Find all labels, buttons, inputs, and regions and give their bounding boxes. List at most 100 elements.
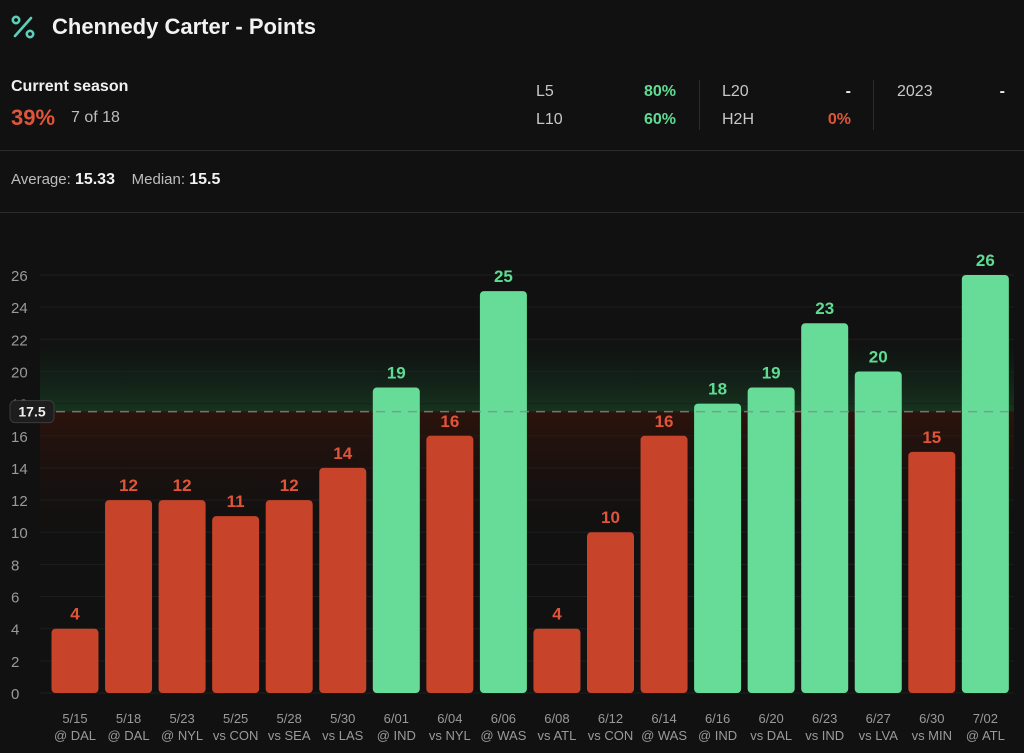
data-label: 19 <box>762 364 781 383</box>
x-tick-date: 6/16 <box>705 711 730 726</box>
points-bar-chart: 0246810121416182022242645/15@ DAL125/18@… <box>9 251 1014 743</box>
x-tick-date: 5/15 <box>62 711 87 726</box>
x-tick-date: 6/14 <box>651 711 676 726</box>
x-tick-opponent: @ IND <box>698 728 737 743</box>
x-tick-opponent: vs DAL <box>750 728 792 743</box>
data-label: 19 <box>387 364 406 383</box>
x-tick-date: 6/20 <box>758 711 783 726</box>
h2h-value: 0% <box>827 111 851 128</box>
season-hit-count: 7 of 18 <box>71 109 120 126</box>
l10-value: 60% <box>643 111 676 128</box>
bar <box>747 387 795 693</box>
x-tick-opponent: @ DAL <box>54 728 96 743</box>
x-tick-date: 5/25 <box>223 711 248 726</box>
season-label: Current season <box>11 78 129 95</box>
x-tick-date: 5/23 <box>169 711 194 726</box>
x-tick-opponent: vs ATL <box>538 728 577 743</box>
average-value: 15.33 <box>74 171 115 188</box>
stats-divider <box>873 80 874 130</box>
summary-line: Average: 15.33 Median: 15.5 <box>11 171 220 189</box>
bar <box>854 371 902 693</box>
x-tick-opponent: vs LAS <box>322 728 364 743</box>
bar <box>212 516 260 693</box>
x-tick-date: 6/27 <box>866 711 891 726</box>
data-label: 20 <box>869 347 888 366</box>
y-tick-label: 24 <box>11 300 28 317</box>
bar <box>426 435 474 693</box>
l10-label: L10 <box>536 111 563 128</box>
y-tick-label: 10 <box>11 525 28 542</box>
bar <box>158 500 206 693</box>
x-tick-opponent: vs LVA <box>859 728 899 743</box>
season-hit-rate: 39% <box>11 105 56 130</box>
x-tick-opponent: vs CON <box>588 728 634 743</box>
bar <box>372 387 420 693</box>
stats-divider <box>699 80 700 130</box>
x-tick-date: 5/28 <box>277 711 302 726</box>
y-tick-label: 22 <box>11 332 28 349</box>
l20-value: - <box>845 83 851 100</box>
y-tick-label: 12 <box>11 493 28 510</box>
median-label: Median: <box>131 171 186 188</box>
x-tick-opponent: vs IND <box>805 728 844 743</box>
year-2023-value: - <box>999 83 1005 100</box>
y-tick-label: 8 <box>11 557 19 574</box>
x-tick-opponent: @ IND <box>377 728 416 743</box>
bar <box>908 451 956 693</box>
x-tick-date: 6/06 <box>491 711 516 726</box>
data-label: 12 <box>119 476 138 495</box>
x-tick-opponent: vs SEA <box>268 728 311 743</box>
bar <box>694 403 742 693</box>
bar <box>105 500 153 693</box>
x-tick-opponent: @ DAL <box>107 728 149 743</box>
bar <box>265 500 313 693</box>
x-tick-date: 6/23 <box>812 711 837 726</box>
average-label: Average: <box>11 171 71 188</box>
y-tick-label: 14 <box>11 461 28 478</box>
x-tick-opponent: vs CON <box>213 728 259 743</box>
l20-label: L20 <box>722 83 749 100</box>
data-label: 12 <box>280 476 299 495</box>
data-label: 11 <box>227 492 245 511</box>
data-label: 15 <box>922 428 941 447</box>
bar <box>640 435 688 693</box>
y-tick-label: 0 <box>11 686 19 703</box>
bar <box>479 291 527 693</box>
bar <box>533 628 581 693</box>
y-tick-label: 16 <box>11 429 28 446</box>
data-label: 14 <box>333 444 352 463</box>
threshold-label: 17.5 <box>18 404 45 420</box>
data-label: 4 <box>70 605 80 624</box>
bar <box>961 275 1009 693</box>
x-tick-opponent: @ WAS <box>641 728 687 743</box>
bar <box>51 628 99 693</box>
x-tick-date: 6/08 <box>544 711 569 726</box>
x-tick-date: 6/04 <box>437 711 462 726</box>
x-tick-date: 6/30 <box>919 711 944 726</box>
y-tick-label: 20 <box>11 364 28 381</box>
l5-value: 80% <box>643 83 676 100</box>
x-tick-opponent: @ NYL <box>161 728 203 743</box>
data-label: 10 <box>601 508 620 527</box>
data-label: 18 <box>708 380 727 399</box>
y-tick-label: 4 <box>11 622 19 639</box>
data-label: 12 <box>173 476 192 495</box>
data-label: 16 <box>655 412 674 431</box>
data-label: 16 <box>440 412 459 431</box>
x-tick-opponent: vs MIN <box>912 728 952 743</box>
over-zone <box>40 339 1014 412</box>
percent-icon <box>10 14 36 40</box>
header: Chennedy Carter - Points <box>0 0 1024 62</box>
y-tick-label: 6 <box>11 590 19 607</box>
data-label: 26 <box>976 251 995 270</box>
x-tick-opponent: @ WAS <box>480 728 526 743</box>
bar <box>319 467 367 693</box>
page-title: Chennedy Carter - Points <box>52 14 317 39</box>
h2h-label: H2H <box>722 111 755 128</box>
data-label: 23 <box>815 299 834 318</box>
x-tick-date: 5/18 <box>116 711 141 726</box>
x-tick-date: 6/01 <box>384 711 409 726</box>
divider <box>0 212 1024 213</box>
threshold-badge <box>9 400 55 424</box>
l5-label: L5 <box>536 83 554 100</box>
